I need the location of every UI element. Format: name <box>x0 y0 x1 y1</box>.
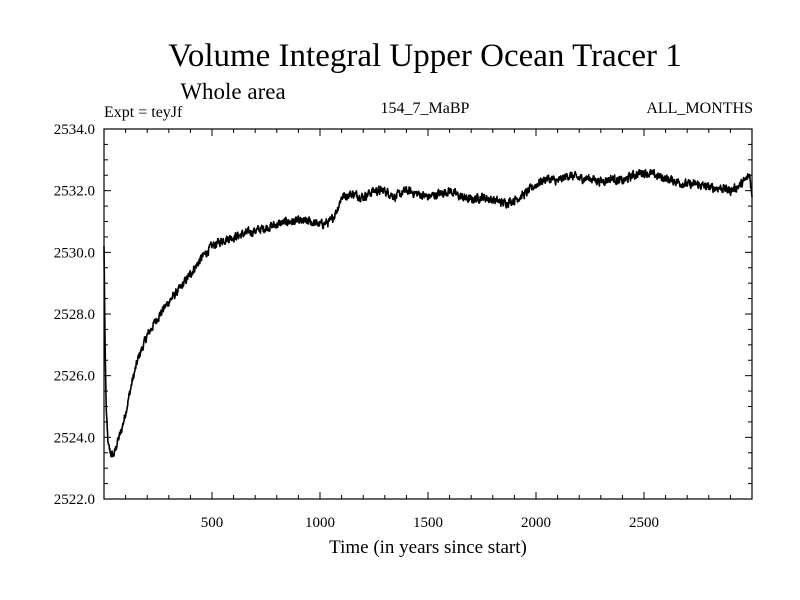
y-tick-label: 2522.0 <box>54 492 95 508</box>
x-axis-tick-labels: 500 1000 1500 2000 2500 <box>201 515 659 531</box>
months-label: ALL_MONTHS <box>646 100 753 117</box>
plot-frame <box>103 128 753 500</box>
experiment-label: Expt = teyJf <box>104 104 183 121</box>
y-tick-label: 2532.0 <box>54 184 95 200</box>
x-tick-label: 1500 <box>413 515 443 531</box>
y-axis-tick-labels: 2522.0 2524.0 2526.0 2528.0 2530.0 2532.0 2534… <box>54 122 95 508</box>
x-axis-label: Time (in years since start) <box>329 537 527 558</box>
y-tick-label: 2528.0 <box>54 307 95 323</box>
chart-subtitle: Whole area <box>180 79 285 104</box>
x-tick-label: 2000 <box>521 515 551 531</box>
y-tick-label: 2530.0 <box>54 245 95 261</box>
y-tick-label: 2524.0 <box>54 430 95 446</box>
series-line-tracer-1 <box>103 168 753 458</box>
axis-ticks <box>104 128 752 500</box>
y-tick-label: 2526.0 <box>54 369 95 385</box>
x-tick-label: 2500 <box>629 515 659 531</box>
x-tick-label: 500 <box>201 515 224 531</box>
y-tick-label: 2534.0 <box>54 122 95 138</box>
x-tick-label: 1000 <box>305 515 335 531</box>
period-label: 154_7_MaBP <box>381 100 470 117</box>
chart-title: Volume Integral Upper Ocean Tracer 1 <box>168 38 681 74</box>
